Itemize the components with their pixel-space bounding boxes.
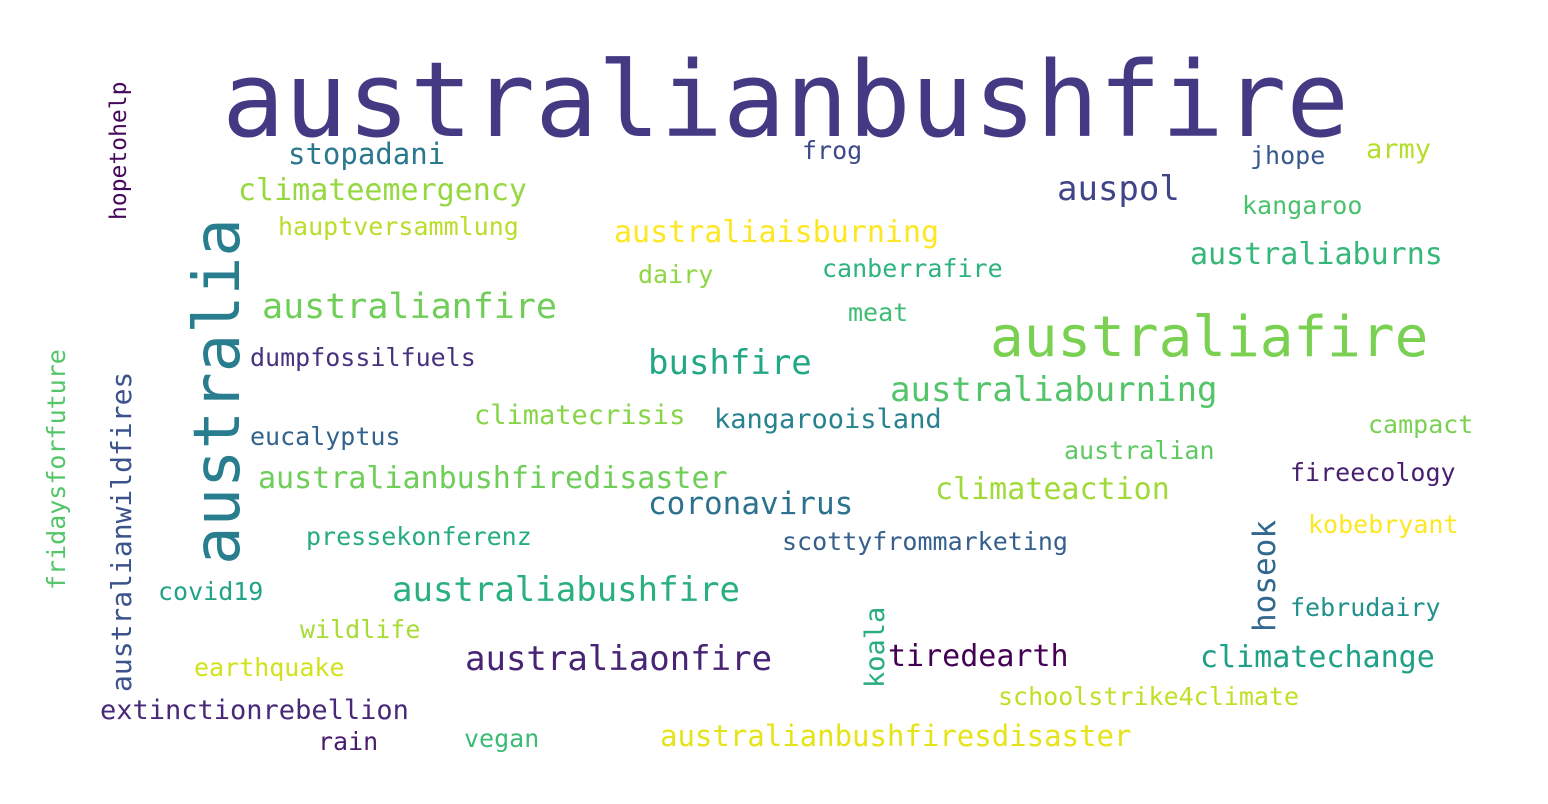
word: scottyfrommarketing bbox=[782, 527, 1068, 556]
word: frog bbox=[802, 136, 863, 165]
word: extinctionrebellion bbox=[100, 695, 409, 726]
word: februdairy bbox=[1290, 593, 1441, 622]
word: hopetohelp bbox=[106, 81, 132, 220]
word: australia bbox=[181, 218, 255, 565]
word: wildlife bbox=[300, 615, 421, 644]
word: australiaburns bbox=[1190, 237, 1443, 272]
word: australianfire bbox=[262, 287, 558, 327]
word: schoolstrike4climate bbox=[998, 682, 1300, 711]
word: dairy bbox=[638, 260, 714, 289]
word: climateaction bbox=[935, 472, 1170, 507]
word: australianbushfiredisaster bbox=[258, 461, 728, 496]
word: australianbushfiresdisaster bbox=[660, 719, 1132, 753]
word: australianwildfires bbox=[105, 371, 138, 692]
word: earthquake bbox=[194, 653, 345, 682]
word: vegan bbox=[464, 724, 540, 753]
word: australianbushfire bbox=[222, 39, 1350, 161]
word: australian bbox=[1064, 436, 1215, 465]
word: meat bbox=[848, 298, 909, 327]
word: hoseok bbox=[1247, 520, 1283, 632]
word: australiaburning bbox=[890, 370, 1218, 410]
word: tiredearth bbox=[888, 639, 1069, 674]
word: bushfire bbox=[648, 343, 812, 383]
word: eucalyptus bbox=[250, 422, 401, 451]
word: australiafire bbox=[990, 305, 1429, 370]
word: army bbox=[1366, 134, 1432, 165]
word: climatecrisis bbox=[474, 400, 686, 431]
word: kangarooisland bbox=[714, 404, 942, 435]
word: dumpfossilfuels bbox=[250, 343, 476, 372]
word: rain bbox=[318, 727, 379, 756]
word: australiabushfire bbox=[392, 570, 740, 610]
word: kobebryant bbox=[1308, 510, 1459, 539]
word: climateemergency bbox=[238, 173, 527, 208]
word: canberrafire bbox=[822, 254, 1003, 283]
word: fridaysforfuture bbox=[42, 349, 71, 590]
word: stopadani bbox=[288, 137, 446, 171]
word: kangaroo bbox=[1242, 191, 1363, 220]
word: pressekonferenz bbox=[306, 522, 532, 551]
word: australiaonfire bbox=[465, 639, 773, 679]
word: australiaisburning bbox=[614, 215, 940, 250]
word: campact bbox=[1368, 410, 1474, 439]
word: coronavirus bbox=[648, 486, 854, 522]
word: hauptversammlung bbox=[278, 212, 519, 241]
word: covid19 bbox=[158, 577, 264, 606]
word: koala bbox=[860, 606, 891, 688]
word: auspol bbox=[1057, 169, 1180, 209]
word: fireecology bbox=[1290, 458, 1456, 487]
word: jhope bbox=[1250, 141, 1326, 170]
word: climatechange bbox=[1200, 640, 1435, 675]
